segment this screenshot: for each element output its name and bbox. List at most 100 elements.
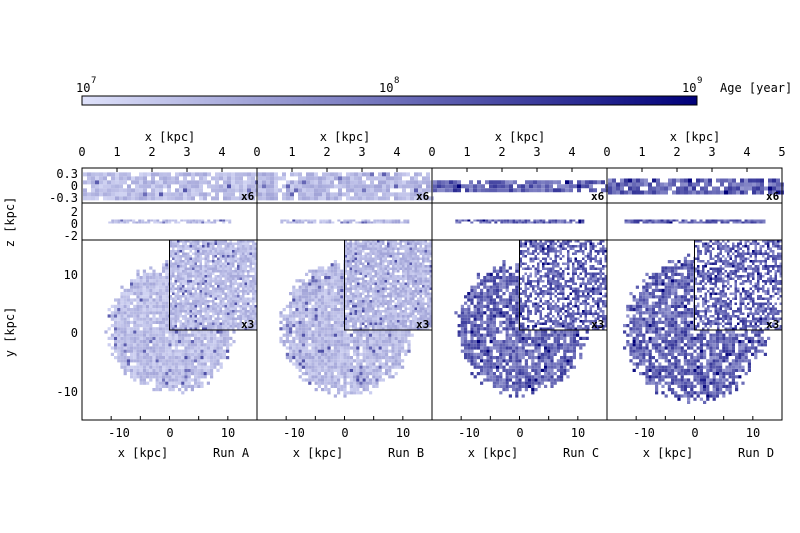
age-cell [350,188,354,193]
age-cell [397,260,400,263]
age-cell [282,176,286,181]
age-cell [192,267,195,270]
age-cell [169,320,172,323]
age-cell [184,272,187,275]
age-cell [167,184,171,189]
age-cell [280,219,284,222]
age-cell [337,263,341,267]
age-cell [317,320,321,324]
age-cell [319,219,323,222]
age-cell [207,180,211,185]
age-cell [214,255,217,258]
age-cell [177,265,180,268]
age-cell [177,245,180,248]
age-cell [199,297,202,300]
age-cell [229,260,232,263]
age-cell [239,310,242,313]
age-cell [210,330,214,334]
age-cell [244,265,247,268]
age-cell [130,375,134,379]
age-cell [131,176,135,181]
age-cell [189,292,192,295]
age-cell [212,307,215,310]
age-cell [359,343,363,347]
age-cell [347,315,350,318]
age-cell [298,188,302,193]
age-cell [317,285,321,289]
age-cell [308,269,312,273]
age-cell [117,336,121,340]
age-cell [228,221,232,224]
age-cell [294,172,298,177]
age-cell [402,300,405,303]
age-cell [126,340,130,344]
age-cell [114,330,118,334]
age-cell [324,378,328,382]
age-cell [298,196,302,201]
age-cell [384,297,387,300]
age-cell [314,272,318,276]
age-cell [369,250,372,253]
age-cell [239,265,242,268]
age-cell [308,352,312,356]
age-cell [388,330,392,334]
age-cell [237,240,240,243]
age-cell [349,300,352,303]
age-cell [136,308,140,312]
age-cell [237,295,240,298]
age-cell [362,257,365,260]
age-cell [235,188,239,193]
age-cell [372,300,375,303]
age-cell [266,176,270,181]
age-cell [179,327,182,330]
age-cell [136,298,140,302]
age-cell [172,267,175,270]
age-cell [364,312,367,315]
age-cell [155,279,159,283]
age-cell [311,298,315,302]
age-cell [219,305,222,308]
age-cell [244,247,247,250]
age-cell [152,327,156,331]
age-cell [209,247,212,250]
age-cell [372,297,375,300]
age-cell [194,346,198,350]
age-cell [215,196,219,201]
age-cell [394,219,398,222]
age-cell [227,297,230,300]
age-cell [126,343,130,347]
age-cell [171,384,175,388]
age-cell [237,287,240,290]
age-cell [202,240,205,243]
age-cell [191,188,195,193]
age-cell [222,255,225,258]
age-cell [184,252,187,255]
age-cell [391,221,395,224]
age-cell [270,196,274,201]
age-cell [179,305,182,308]
age-cell [407,349,411,353]
age-cell [407,330,411,334]
age-cell [375,375,379,379]
top-xtick: 4 [218,145,225,159]
age-cell [202,325,205,328]
age-cell [305,362,309,366]
age-cell [390,180,394,185]
age-cell [229,277,232,280]
age-cell [174,280,177,283]
age-cell [217,287,220,290]
age-cell [130,327,134,331]
age-cell [354,255,357,258]
age-cell [197,320,200,323]
age-cell [374,245,377,248]
age-cell [203,330,207,334]
age-cell [179,307,182,310]
age-cell [362,275,365,278]
age-cell [374,327,377,330]
age-cell [206,340,210,344]
age-cell [114,333,118,337]
age-cell [184,280,187,283]
age-cell [354,247,357,250]
age-cell [366,176,370,181]
age-cell [375,384,379,388]
